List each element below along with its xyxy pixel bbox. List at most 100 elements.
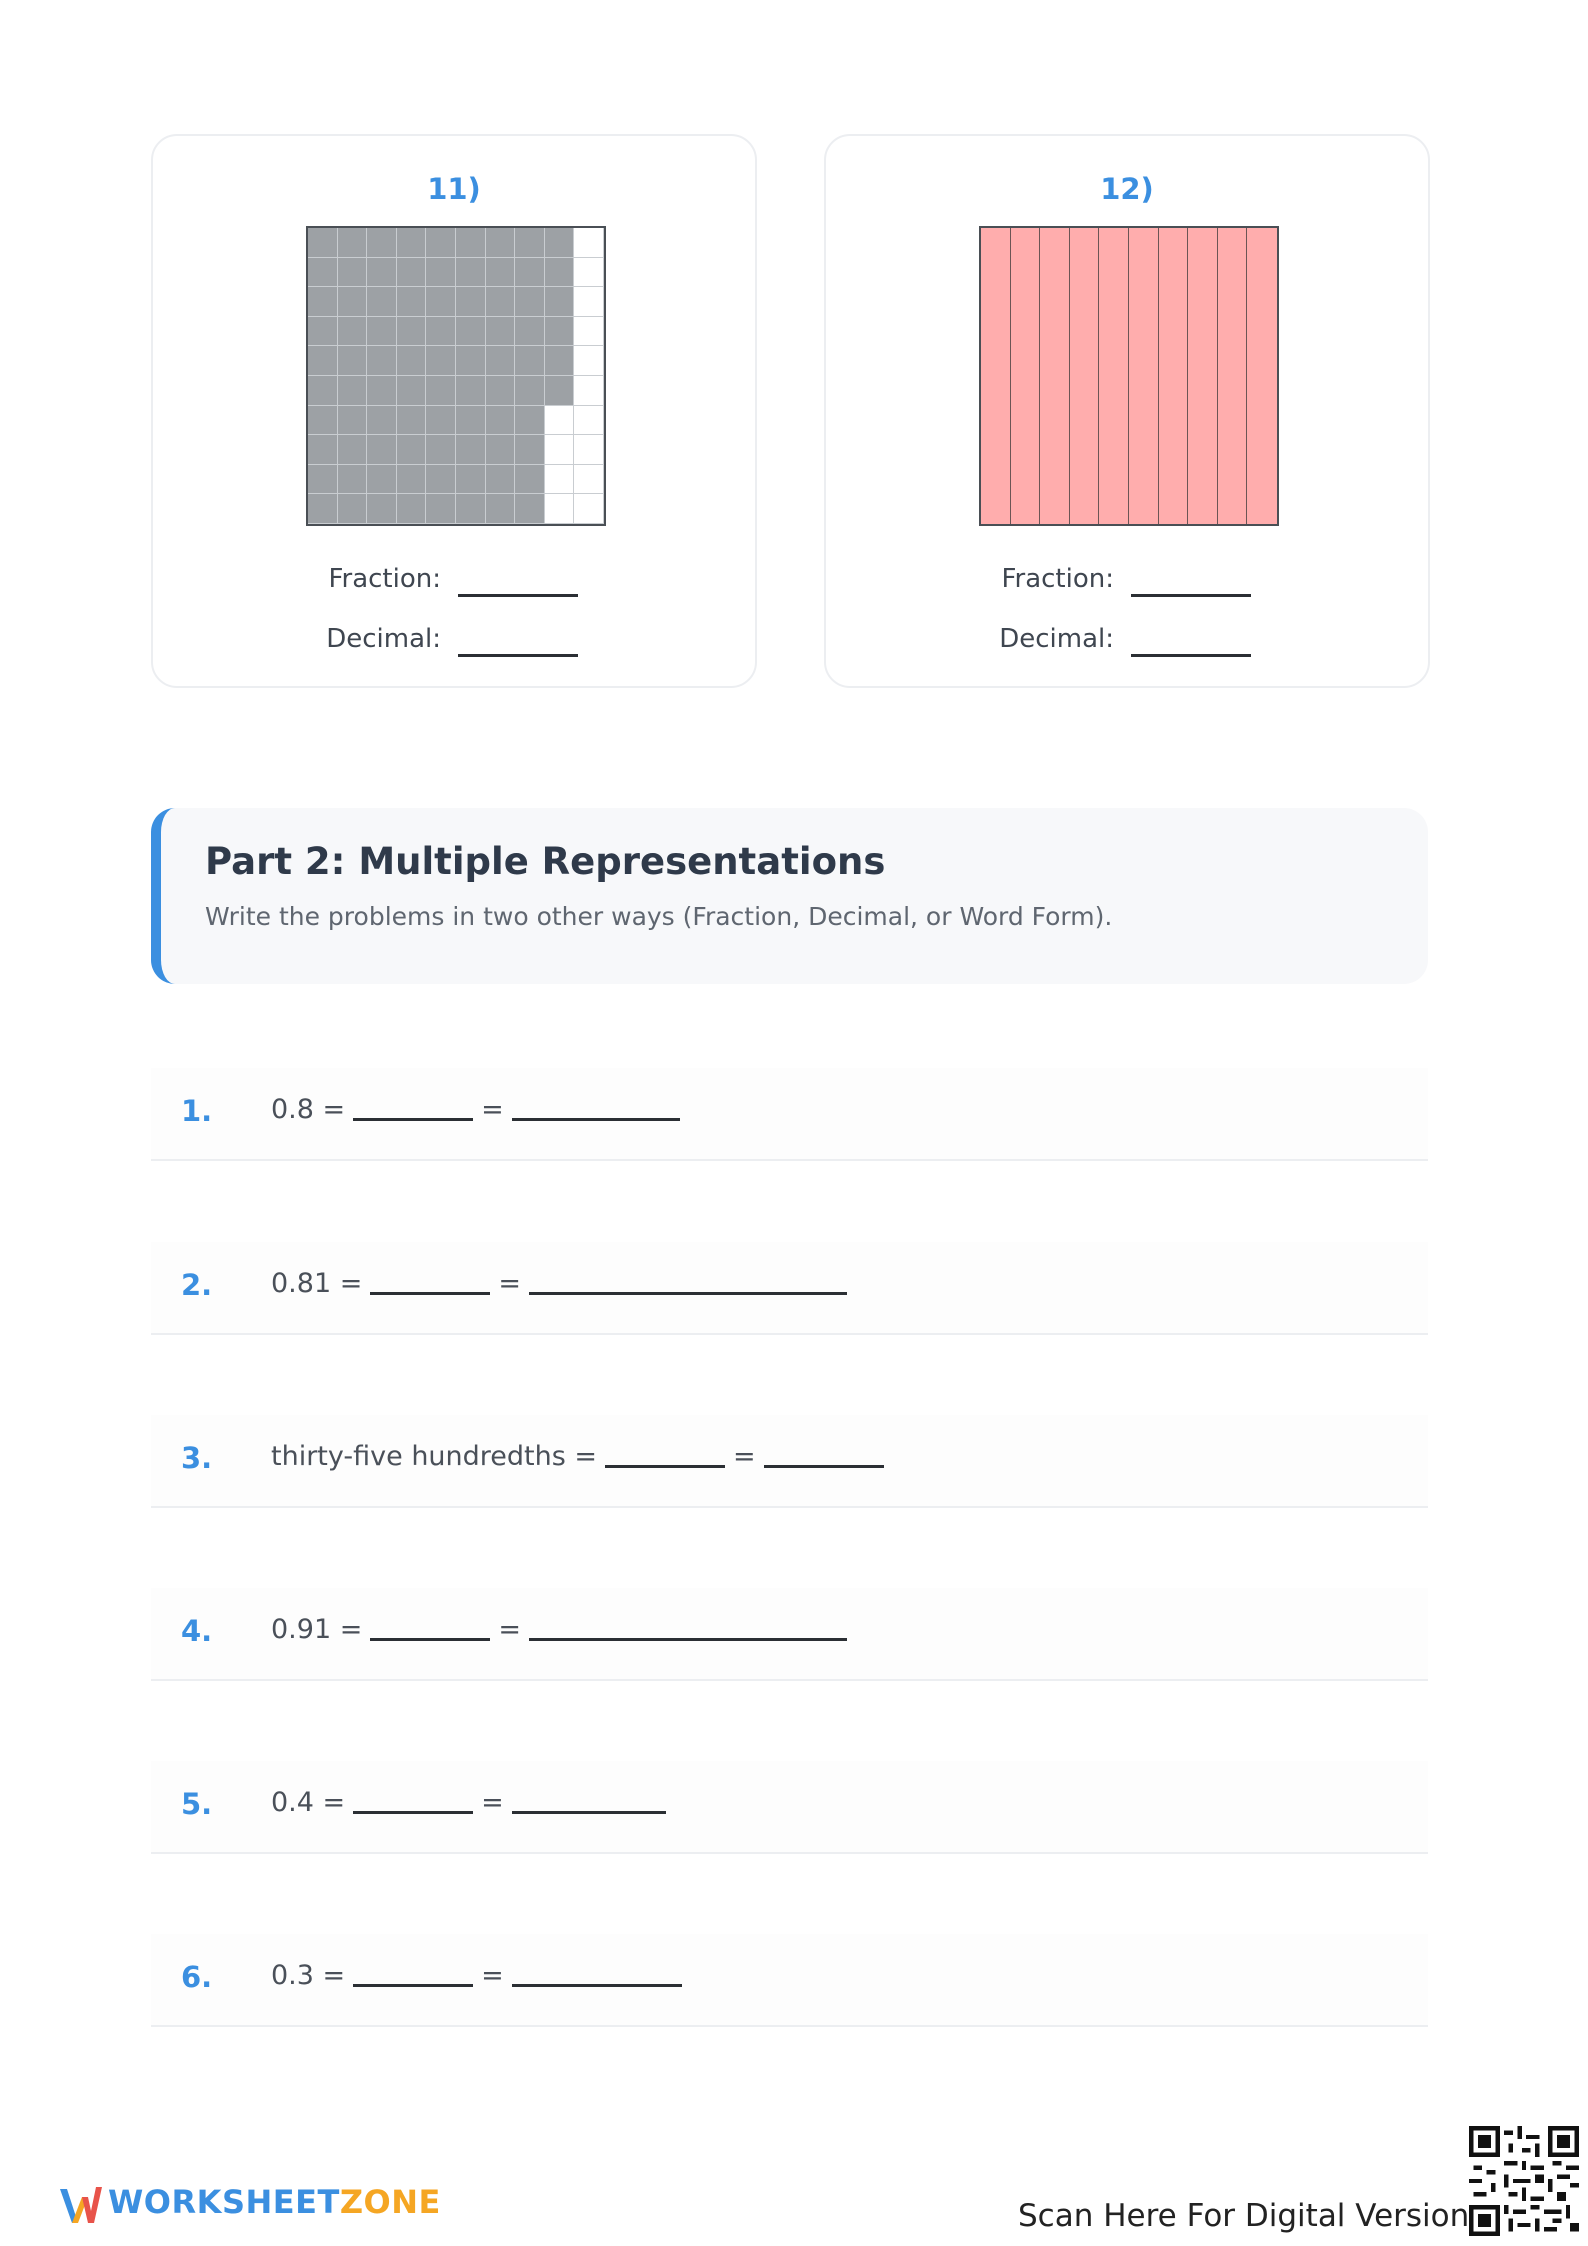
worksheetzone-logo-icon <box>60 2187 102 2223</box>
fraction-answer-line[interactable] <box>458 594 578 597</box>
grid-cell <box>574 316 604 347</box>
grid-cell <box>574 464 604 495</box>
logo-text-zone: ZONE <box>339 2183 441 2221</box>
grid-cell <box>456 494 486 524</box>
grid-cell <box>574 435 604 465</box>
problem-expression: 0.91 = = <box>271 1614 855 1645</box>
answer-blank-1[interactable] <box>605 1465 726 1468</box>
grid-cell <box>574 405 604 436</box>
answer-blank-2[interactable] <box>511 1118 680 1121</box>
problem-number: 6. <box>181 1960 213 1994</box>
grid-cell <box>456 346 486 376</box>
grid-cell <box>574 376 604 406</box>
decimal-answer-line[interactable] <box>458 654 578 657</box>
grid-cell <box>426 228 456 258</box>
tenth-strip <box>981 228 1011 524</box>
answer-blank-2[interactable] <box>528 1292 847 1295</box>
grid-cell <box>308 464 338 495</box>
grid-cell <box>485 494 516 524</box>
grid-cell <box>515 494 545 524</box>
decimal-answer-line[interactable] <box>1131 654 1251 657</box>
grid-cell <box>396 316 427 347</box>
grid-cell <box>337 435 368 465</box>
grid-cell <box>308 346 338 376</box>
answer-blank-2[interactable] <box>528 1638 847 1641</box>
decimal-answer-row: Decimal: <box>153 624 759 664</box>
answer-blank-1[interactable] <box>370 1292 491 1295</box>
grid-cell <box>515 435 545 465</box>
grid-cell <box>367 376 397 406</box>
fraction-label: Fraction: <box>1001 564 1114 594</box>
answer-blank-1[interactable] <box>353 1811 474 1814</box>
tenth-strip <box>1010 228 1041 524</box>
grid-cell <box>544 346 575 376</box>
grid-cell <box>396 228 427 258</box>
grid-cell <box>574 228 604 258</box>
problem-row: 1. 0.8 = = <box>151 1068 1428 1161</box>
grid-cell <box>308 376 338 406</box>
grid-cell <box>544 228 575 258</box>
tenth-strip <box>1129 228 1159 524</box>
equals-sign: = <box>498 1614 521 1645</box>
grid-cell <box>426 494 456 524</box>
grid-cell <box>426 346 456 376</box>
fraction-answer-row: Fraction: <box>826 564 1432 604</box>
problem-number: 5. <box>181 1787 213 1821</box>
grid-cell <box>396 346 427 376</box>
card-title: 12) <box>1100 172 1154 206</box>
tenth-strip <box>1099 228 1129 524</box>
equals-sign: = <box>733 1441 756 1472</box>
grid-cell <box>396 435 427 465</box>
grid-cell <box>574 346 604 376</box>
tenth-strip <box>1247 228 1277 524</box>
answer-blank-1[interactable] <box>353 1118 474 1121</box>
grid-cell <box>337 257 368 288</box>
grid-cell <box>426 257 456 288</box>
problem-prompt: 0.8 = <box>271 1094 346 1125</box>
problem-row: 5. 0.4 = = <box>151 1761 1428 1854</box>
grid-cell <box>308 435 338 465</box>
answer-blank-1[interactable] <box>370 1638 491 1641</box>
grid-cell <box>308 287 338 317</box>
grid-cell <box>515 257 545 288</box>
equals-sign: = <box>481 1787 504 1818</box>
grid-cell <box>396 376 427 406</box>
problem-expression: 0.8 = = <box>271 1094 688 1125</box>
grid-cell <box>367 316 397 347</box>
grid-cell <box>485 228 516 258</box>
fraction-answer-row: Fraction: <box>153 564 759 604</box>
equals-sign: = <box>481 1960 504 1991</box>
card-title: 11) <box>427 172 481 206</box>
grid-cell <box>485 376 516 406</box>
answer-blank-2[interactable] <box>763 1465 884 1468</box>
grid-cell <box>337 405 368 436</box>
grid-cell <box>515 346 545 376</box>
model-card-11: 11) Fraction: Decimal: <box>151 134 757 688</box>
tenths-strip-model <box>979 226 1279 526</box>
answer-blank-2[interactable] <box>511 1811 666 1814</box>
grid-cell <box>456 464 486 495</box>
grid-cell <box>367 464 397 495</box>
worksheetzone-logo[interactable]: WORKSHEETZONE <box>58 2175 478 2233</box>
grid-cell <box>396 464 427 495</box>
hundredths-grid-model <box>306 226 606 526</box>
qr-code-icon[interactable] <box>1469 2126 1579 2236</box>
grid-cell <box>308 228 338 258</box>
grid-cell <box>485 346 516 376</box>
grid-cell <box>337 346 368 376</box>
grid-cell <box>396 257 427 288</box>
answer-blank-2[interactable] <box>511 1984 682 1987</box>
grid-cell <box>337 376 368 406</box>
grid-cell <box>515 376 545 406</box>
fraction-answer-line[interactable] <box>1131 594 1251 597</box>
equals-sign: = <box>481 1094 504 1125</box>
grid-cell <box>515 405 545 436</box>
answer-blank-1[interactable] <box>353 1984 474 1987</box>
logo-text-worksheet: WORKSHEET <box>108 2183 340 2221</box>
grid-cell <box>515 287 545 317</box>
grid-cell <box>544 287 575 317</box>
grid-cell <box>367 405 397 436</box>
grid-cell <box>396 494 427 524</box>
grid-cell <box>426 464 456 495</box>
grid-cell <box>456 376 486 406</box>
